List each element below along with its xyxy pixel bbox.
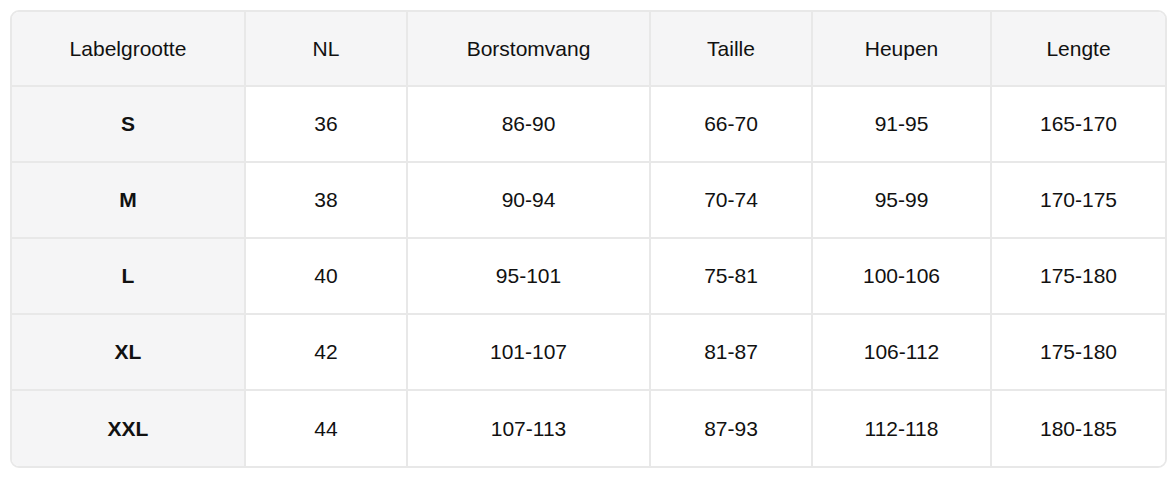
- table-row-xl: XL 42 101-107 81-87 106-112 175-180: [12, 314, 1165, 390]
- table-cell: 70-74: [650, 162, 812, 238]
- table-cell: 87-93: [650, 390, 812, 466]
- table-cell: 95-101: [407, 238, 650, 314]
- size-chart-table: Labelgrootte NL Borstomvang Taille Heupe…: [10, 10, 1167, 468]
- table-cell: 100-106: [812, 238, 991, 314]
- column-header-borstomvang: Borstomvang: [407, 12, 650, 86]
- table-cell: 95-99: [812, 162, 991, 238]
- table-cell: 38: [245, 162, 407, 238]
- table-cell: 66-70: [650, 86, 812, 162]
- table-cell: 36: [245, 86, 407, 162]
- row-label-cell: L: [12, 238, 245, 314]
- row-label-cell: XL: [12, 314, 245, 390]
- table-cell: 112-118: [812, 390, 991, 466]
- table-cell: 86-90: [407, 86, 650, 162]
- table-cell: 90-94: [407, 162, 650, 238]
- table-cell: 106-112: [812, 314, 991, 390]
- column-header-heupen: Heupen: [812, 12, 991, 86]
- table-cell: 107-113: [407, 390, 650, 466]
- row-label-cell: S: [12, 86, 245, 162]
- table-cell: 81-87: [650, 314, 812, 390]
- column-header-nl: NL: [245, 12, 407, 86]
- header-row: Labelgrootte NL Borstomvang Taille Heupe…: [12, 12, 1165, 86]
- table-row-s: S 36 86-90 66-70 91-95 165-170: [12, 86, 1165, 162]
- column-header-taille: Taille: [650, 12, 812, 86]
- row-label-cell: M: [12, 162, 245, 238]
- table-row-xxl: XXL 44 107-113 87-93 112-118 180-185: [12, 390, 1165, 466]
- table-cell: 91-95: [812, 86, 991, 162]
- table-row-l: L 40 95-101 75-81 100-106 175-180: [12, 238, 1165, 314]
- table-cell: 40: [245, 238, 407, 314]
- table-cell: 75-81: [650, 238, 812, 314]
- table-cell: 170-175: [991, 162, 1165, 238]
- table-row-m: M 38 90-94 70-74 95-99 170-175: [12, 162, 1165, 238]
- table-cell: 175-180: [991, 238, 1165, 314]
- table-cell: 42: [245, 314, 407, 390]
- table-cell: 44: [245, 390, 407, 466]
- table-cell: 180-185: [991, 390, 1165, 466]
- table-cell: 101-107: [407, 314, 650, 390]
- column-header-labelgrootte: Labelgrootte: [12, 12, 245, 86]
- column-header-lengte: Lengte: [991, 12, 1165, 86]
- table-cell: 175-180: [991, 314, 1165, 390]
- size-table: Labelgrootte NL Borstomvang Taille Heupe…: [12, 12, 1165, 466]
- table-cell: 165-170: [991, 86, 1165, 162]
- row-label-cell: XXL: [12, 390, 245, 466]
